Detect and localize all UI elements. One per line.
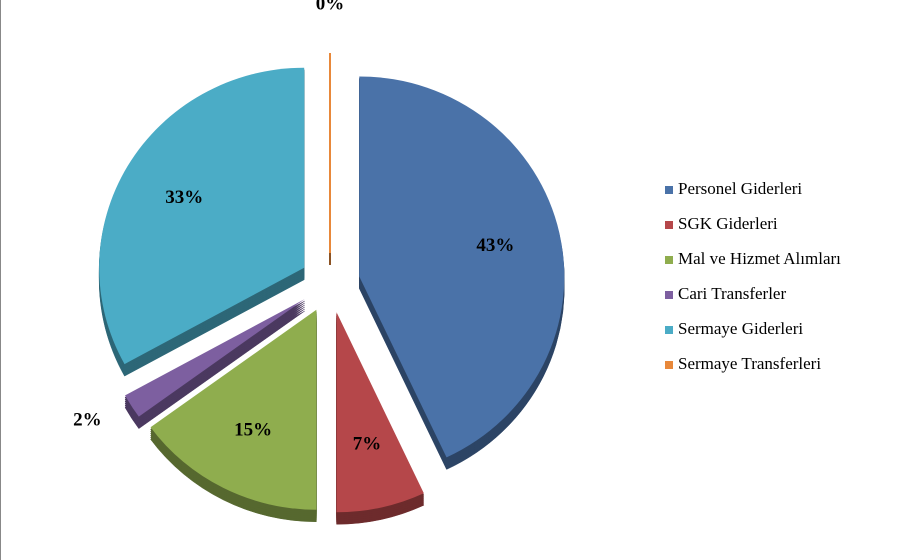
data-label: 33% <box>165 187 203 208</box>
legend-label: Sermaye Transferleri <box>678 354 821 373</box>
data-label: 15% <box>234 419 272 440</box>
data-label: 43% <box>476 235 514 256</box>
legend-swatch <box>665 256 673 264</box>
legend-label: Cari Transferler <box>678 284 786 303</box>
slice <box>125 299 305 417</box>
legend-swatch <box>665 221 673 229</box>
legend-swatch <box>665 186 673 194</box>
data-label: 2% <box>73 410 102 431</box>
slice <box>99 67 305 365</box>
legend-swatch <box>665 326 673 334</box>
slice <box>359 76 565 458</box>
legend-label: SGK Giderleri <box>678 214 778 233</box>
slice <box>150 309 317 510</box>
legend-swatch <box>665 361 673 369</box>
data-label: 7% <box>353 433 382 454</box>
legend-swatch <box>665 291 673 299</box>
legend-label: Mal ve Hizmet Alımları <box>678 249 841 268</box>
data-label: 0% <box>316 0 345 14</box>
legend-label: Personel Giderleri <box>678 179 802 198</box>
legend-label: Sermaye Giderleri <box>678 319 803 338</box>
slice <box>336 312 424 513</box>
